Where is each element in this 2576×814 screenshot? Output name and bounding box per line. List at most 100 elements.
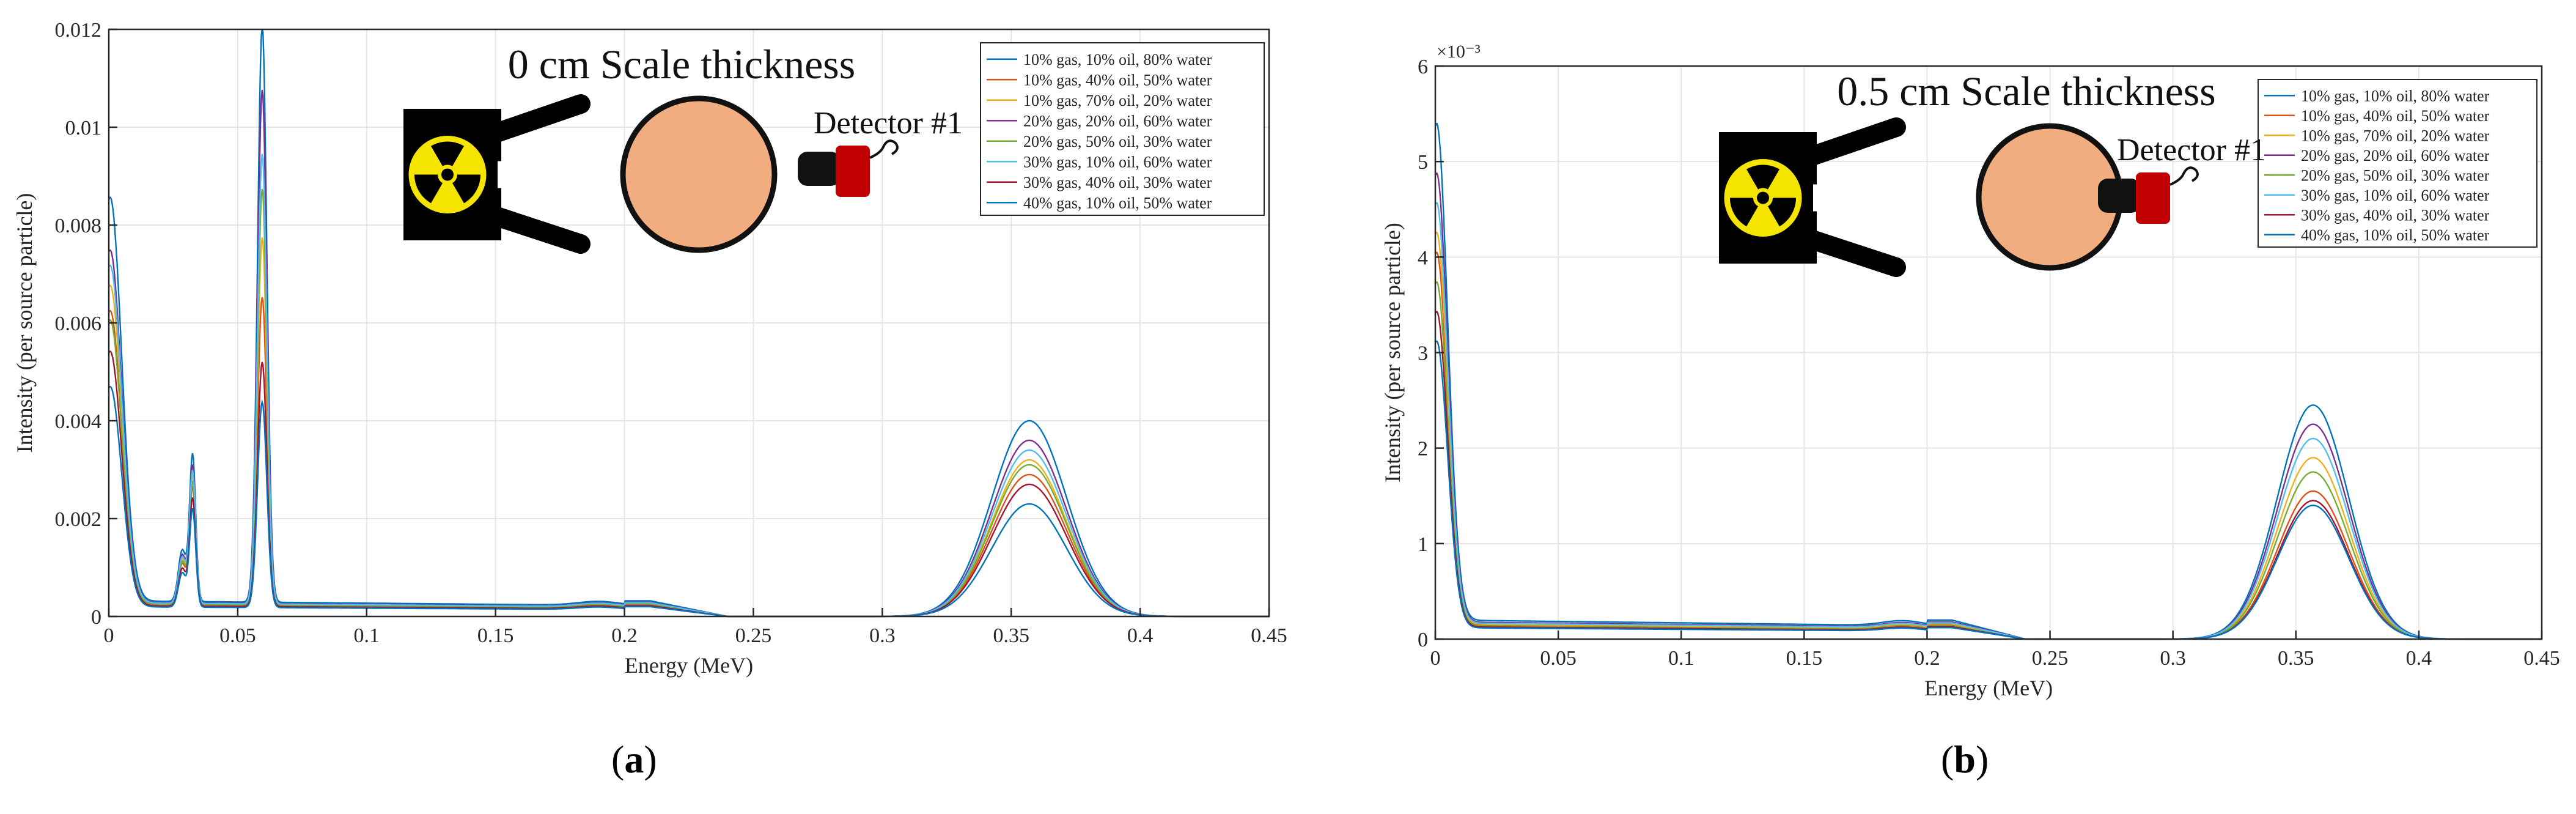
collimator-gap — [498, 161, 522, 188]
radiation-blade — [1768, 198, 1796, 227]
legend-entry: 20% gas, 20% oil, 60% water — [2301, 147, 2490, 165]
panel-label-a: (a) — [611, 738, 657, 781]
detector-body — [798, 152, 841, 186]
series-line-5 — [108, 189, 1269, 618]
series-line-6 — [1434, 202, 2542, 640]
x-tick-label: 0.2 — [1914, 647, 1940, 670]
legend-entry: 10% gas, 10% oil, 80% water — [2301, 87, 2490, 105]
x-tick-label: 0 — [104, 624, 114, 647]
y-tick-label: 0.006 — [55, 313, 102, 335]
legend-entry: 30% gas, 40% oil, 30% water — [1023, 174, 1212, 191]
chart-panel-b: 0 0.05 0.1 0.15 0.2 0.25 0.3 0.35 0.4 0.45 0 1 2 3 4 5 6… — [1380, 42, 2560, 700]
radiation-blade — [431, 141, 464, 166]
y-tick-label: 4 — [1418, 246, 1428, 269]
y-axis-label: Intensity (per source particle) — [12, 193, 37, 453]
radiation-blade — [414, 174, 443, 204]
x-tick-label: 0.25 — [735, 624, 772, 647]
annotation-title: 0 cm Scale thickness — [508, 41, 855, 87]
series-line-1 — [1434, 122, 2542, 640]
x-tick-label: 0.4 — [2406, 647, 2432, 670]
series-line-3 — [1434, 231, 2542, 640]
x-axis-label: Energy (MeV) — [1924, 676, 2053, 700]
x-tick-label: 0.2 — [611, 624, 638, 647]
pipe-cross-section — [620, 95, 778, 253]
y-tick-label: 0.01 — [65, 117, 102, 139]
legend-box — [980, 42, 1265, 216]
legend-entry: 30% gas, 40% oil, 30% water — [2301, 206, 2490, 224]
y-tick-label: 0 — [91, 606, 101, 629]
x-tick-label: 0.4 — [1127, 624, 1154, 647]
collimator-arm-bottom — [1801, 229, 1906, 277]
x-tick-label: 0.35 — [2278, 647, 2314, 670]
radiation-center — [1757, 191, 1769, 204]
detector-cable — [869, 139, 899, 159]
y-exponent-label: ×10⁻³ — [1437, 42, 1481, 62]
series-line-6 — [108, 154, 1269, 618]
collimator-gap — [1813, 184, 1838, 212]
legend-entry: 10% gas, 70% oil, 20% water — [2301, 127, 2490, 144]
x-axis-label: Energy (MeV) — [625, 653, 753, 678]
detector-crystal — [836, 146, 870, 197]
y-tick-label: 0.002 — [55, 508, 102, 531]
y-tick-label: 0 — [1418, 629, 1428, 651]
chart-panel-a: 0 0.05 0.1 0.15 0.2 0.25 0.3 0.35 0.4 0.45 0 0.002 0… — [12, 19, 1287, 678]
legend-entry: 20% gas, 50% oil, 30% water — [1023, 133, 1212, 150]
x-tick-label: 0.3 — [2160, 647, 2186, 670]
collimator-arm-top — [485, 94, 591, 143]
radiation-blade — [452, 174, 480, 204]
panel-label-b: (b) — [1941, 738, 1989, 781]
legend-entry: 10% gas, 70% oil, 20% water — [1023, 92, 1212, 109]
series-line-2 — [1434, 251, 2542, 640]
x-tick-label: 0.25 — [2032, 647, 2069, 670]
series-line-3 — [108, 237, 1269, 618]
x-tick-label: 0.15 — [477, 624, 514, 647]
radiation-source-icon — [403, 94, 591, 254]
radiation-source-icon — [1719, 117, 1906, 277]
y-tick-label: 1 — [1418, 533, 1428, 556]
radiation-center — [441, 168, 454, 181]
collimator-arm-top — [1801, 117, 1906, 166]
legend-entry: 40% gas, 10% oil, 50% water — [1023, 194, 1212, 212]
legend-entry: 30% gas, 10% oil, 60% water — [2301, 187, 2490, 204]
legend-entry: 40% gas, 10% oil, 50% water — [2301, 226, 2490, 244]
legend-entry: 20% gas, 20% oil, 60% water — [1023, 112, 1212, 130]
x-tick-label: 0.1 — [1668, 647, 1695, 670]
detector-label: Detector #1 — [814, 106, 963, 141]
detector-cable — [2169, 166, 2199, 186]
series-line-8 — [108, 385, 1269, 618]
radiation-blade — [1730, 198, 1758, 227]
legend-box — [2258, 79, 2537, 248]
y-tick-label: 3 — [1418, 342, 1428, 365]
series-line-7 — [108, 350, 1269, 618]
x-tick-label: 0.1 — [354, 624, 380, 647]
x-tick-label: 0.3 — [869, 624, 896, 647]
detector-crystal — [2136, 172, 2170, 224]
y-tick-label: 6 — [1418, 56, 1428, 78]
radiation-blade — [1746, 165, 1779, 190]
legend-entry: 10% gas, 40% oil, 50% water — [1023, 71, 1212, 89]
y-axis-label: Intensity (per source particle) — [1380, 223, 1405, 483]
legend: 10% gas, 10% oil, 80% water 10% gas, 40% … — [980, 42, 1265, 216]
y-tick-label: 0.008 — [55, 215, 102, 237]
legend-entry: 10% gas, 10% oil, 80% water — [1023, 51, 1212, 68]
legend-entry: 20% gas, 50% oil, 30% water — [2301, 166, 2490, 184]
series-line-8 — [1434, 340, 2542, 640]
x-tick-label: 0.45 — [2523, 647, 2560, 670]
legend-entry: 30% gas, 10% oil, 60% water — [1023, 153, 1212, 171]
series-line-5 — [1434, 281, 2542, 640]
x-tick-label: 0.45 — [1251, 624, 1287, 647]
x-tick-label: 0.05 — [219, 624, 256, 647]
x-tick-label: 0.05 — [1540, 647, 1577, 670]
x-tick-label: 0 — [1430, 647, 1441, 670]
detector-body — [2098, 179, 2141, 213]
annotation-title: 0.5 cm Scale thickness — [1837, 68, 2215, 114]
detector-icon — [2098, 166, 2199, 224]
legend-entry: 10% gas, 40% oil, 50% water — [2301, 107, 2490, 125]
y-tick-label: 0.004 — [55, 410, 102, 433]
y-tick-label: 2 — [1418, 438, 1428, 461]
legend: 10% gas, 10% oil, 80% water 10% gas, 40% … — [2258, 79, 2537, 248]
y-tick-label: 0.012 — [55, 19, 102, 42]
detector-icon — [798, 139, 899, 197]
y-tick-label: 5 — [1418, 151, 1428, 174]
